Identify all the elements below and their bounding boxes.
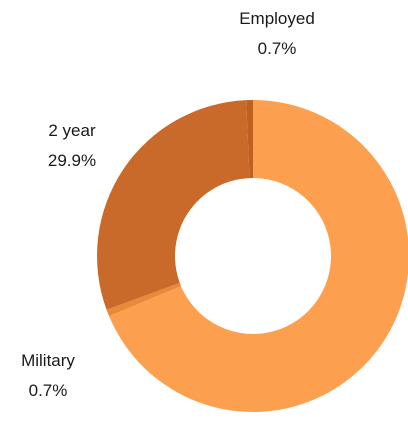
slice-label-value: 0.7% [29,381,68,400]
slice-label-name: 2 year [48,121,96,140]
slice-2-year [97,100,250,310]
slice-4-year [109,100,408,412]
slice-label-name: Employed [239,9,315,28]
slice-label-value: 0.7% [258,39,297,58]
donut-slices [97,100,408,412]
slice-label-value: 29.9% [48,151,96,170]
slice-labels: Employed 0.7% Military 0.7% 2 year 29.9% [21,9,315,400]
slice-employed [246,100,253,179]
slice-label-name: Military [21,351,75,370]
slice-military [106,282,182,317]
